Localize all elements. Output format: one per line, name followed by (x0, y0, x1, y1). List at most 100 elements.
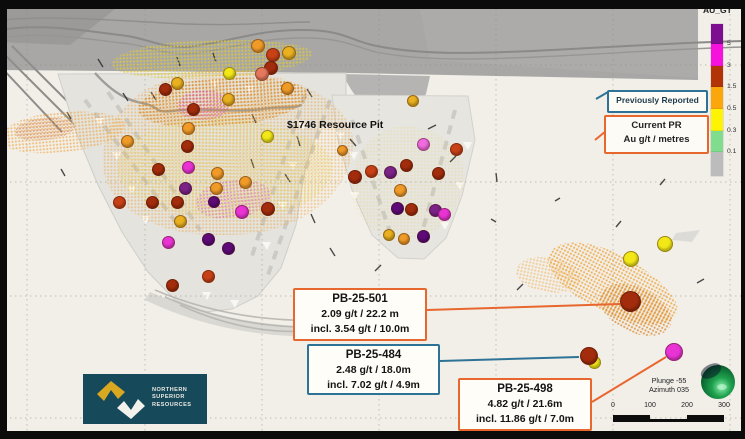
key-previously-reported: Previously Reported (607, 90, 708, 113)
drill-intercept-dot (173, 214, 187, 228)
drill-intercept-dot (383, 165, 397, 179)
drill-intercept-dot (201, 269, 215, 283)
legend-segment (711, 87, 723, 109)
drill-intercept-dot (364, 164, 378, 178)
drill-intercept-dot (449, 142, 463, 156)
drill-intercept-dot (201, 232, 215, 246)
connector-pb498 (591, 356, 667, 403)
legend-title: AU_GT (703, 5, 732, 15)
frame-border (0, 431, 745, 439)
drill-intercept-dot (260, 129, 274, 143)
grade-shell-speckle (178, 90, 230, 120)
callout-pb-25-484: PB-25-484 2.48 g/t / 18.0m incl. 7.02 g/… (307, 344, 440, 395)
legend-tick-label: 1.5 (727, 83, 737, 90)
scale-label-0: 0 (611, 402, 615, 409)
drillhole-incl: incl. 3.54 g/t / 10.0m (310, 323, 410, 335)
drill-intercept-dot (431, 166, 445, 180)
legend-tick-label: 0.5 (727, 105, 737, 112)
drill-intercept-dot (251, 39, 265, 53)
drill-intercept-dot (222, 66, 236, 80)
drill-intercept-dot (399, 158, 413, 172)
drillhole-grade: 2.48 g/t / 18.0m (336, 364, 411, 376)
azimuth-value: Azimuth 035 (649, 385, 689, 394)
scale-label-200: 200 (681, 402, 693, 409)
plunge-value: Plunge -55 (651, 376, 687, 385)
drill-intercept-dot (383, 229, 395, 241)
connector-pb501 (426, 303, 621, 311)
drill-intercept-dot (665, 343, 683, 361)
drill-intercept-dot (623, 251, 639, 267)
drill-intercept-dot (282, 46, 296, 60)
legend-tick-label: 5 (727, 40, 731, 47)
topo-contour (0, 26, 745, 54)
callout-pb-25-498: PB-25-498 4.82 g/t / 21.6m incl. 11.86 g… (458, 378, 592, 431)
drill-intercept-dot (181, 160, 195, 174)
drill-intercept-dot (657, 236, 673, 252)
drill-intercept-dot (145, 195, 159, 209)
drill-intercept-dot (393, 183, 407, 197)
orientation-readout: Plunge -55 Azimuth 035 (636, 376, 702, 394)
drill-intercept-dot (120, 134, 134, 148)
drill-intercept-dot (348, 170, 362, 184)
scale-label-300: 300 (718, 402, 730, 409)
legend-tick-label: 0.3 (727, 127, 737, 134)
drillhole-incl: incl. 7.02 g/t / 4.9m (327, 379, 420, 391)
key-current-pr-label: Current PR (631, 120, 682, 131)
scale-bar-segment (650, 419, 687, 422)
drill-intercept-dot (170, 76, 184, 90)
drill-intercept-dot (221, 241, 235, 255)
drill-intercept-dot (165, 278, 179, 292)
callout-pb-25-501: PB-25-501 2.09 g/t / 22.2 m incl. 3.54 g… (293, 288, 427, 341)
legend-tick-label: 3 (727, 62, 731, 69)
drill-intercept-dot (178, 181, 192, 195)
drill-intercept-dot (437, 207, 451, 221)
drill-intercept-dot (404, 202, 418, 216)
logo-chevrons-icon (97, 381, 145, 419)
drill-intercept-dot (280, 81, 294, 95)
connector-pb484 (439, 356, 580, 362)
drillhole-grade: 2.09 g/t / 22.2 m (321, 308, 399, 320)
drill-intercept-dot (336, 144, 348, 156)
key-current-pr: Current PR Au g/t / metres (604, 115, 709, 154)
drill-intercept-dot (221, 92, 235, 106)
drill-intercept-dot (181, 121, 195, 135)
drill-intercept-dot (619, 290, 641, 312)
resource-pit-label: $1746 Resource Pit (287, 119, 384, 131)
drill-intercept-dot (235, 205, 249, 219)
key-current-pr-sublabel: Au g/t / metres (623, 134, 690, 145)
drill-intercept-dot (407, 95, 419, 107)
legend-segment (711, 131, 723, 152)
drillhole-id: PB-25-501 (332, 293, 388, 305)
drill-intercept-dot (255, 67, 269, 81)
key-previously-reported-label: Previously Reported (616, 95, 699, 105)
scale-label-100: 100 (644, 402, 656, 409)
drillhole-id: PB-25-498 (497, 383, 553, 395)
scale-bar-segment (613, 415, 650, 422)
connector-previously-reported (595, 91, 609, 100)
company-logo: NORTHERN SUPERIOR RESOURCES (83, 374, 207, 424)
drill-intercept-dot (208, 196, 220, 208)
legend-segment (711, 24, 723, 44)
drill-intercept-dot (112, 195, 126, 209)
drill-intercept-dot (416, 229, 430, 243)
legend-segment (711, 66, 723, 87)
drill-intercept-dot (170, 195, 184, 209)
drill-intercept-dot (161, 235, 175, 249)
drillhole-grade: 4.82 g/t / 21.6m (487, 398, 563, 410)
logo-text: NORTHERN SUPERIOR RESOURCES (152, 387, 192, 408)
legend-segment (711, 109, 723, 131)
drill-intercept-dot (210, 166, 224, 180)
drill-intercept-dot (398, 233, 410, 245)
legend-segment (711, 152, 723, 176)
frame-border (0, 0, 7, 439)
drill-intercept-dot (180, 139, 194, 153)
drill-intercept-dot (186, 102, 200, 116)
frame-border (741, 0, 745, 439)
scale-bar-segment (687, 415, 724, 422)
drill-intercept-dot (238, 175, 252, 189)
